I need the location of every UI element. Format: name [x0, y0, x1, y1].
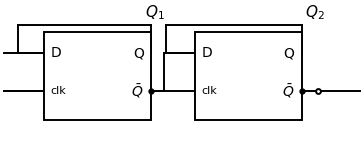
Text: clk: clk: [201, 86, 217, 96]
Text: $\bar{Q}$: $\bar{Q}$: [131, 82, 144, 100]
Text: $Q_1$: $Q_1$: [145, 4, 165, 22]
Text: clk: clk: [50, 86, 66, 96]
Text: $\bar{Q}$: $\bar{Q}$: [282, 82, 294, 100]
Bar: [195, 32, 302, 120]
Text: Q: Q: [133, 46, 144, 60]
Text: $Q_2$: $Q_2$: [305, 4, 325, 22]
Text: D: D: [50, 46, 61, 60]
Text: D: D: [201, 46, 212, 60]
Bar: [44, 32, 151, 120]
Text: Q: Q: [283, 46, 294, 60]
